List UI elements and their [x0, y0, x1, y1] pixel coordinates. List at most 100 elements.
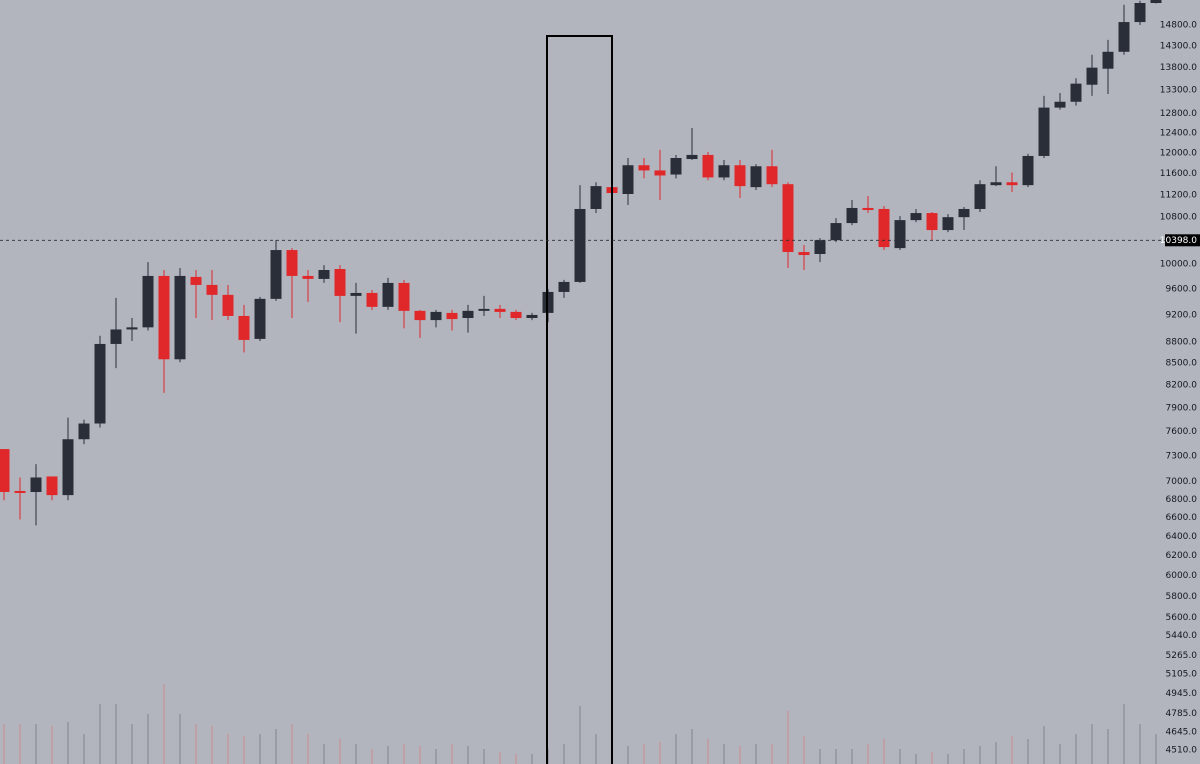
candle-body [910, 213, 922, 221]
candle-body [158, 275, 170, 360]
candle-body [702, 154, 714, 178]
candle-body [270, 250, 282, 299]
y-tick-label: 6800.0 [1166, 495, 1198, 505]
candle-body [638, 165, 650, 171]
y-tick-label: 7600.0 [1166, 427, 1198, 437]
y-tick-label: 7900.0 [1166, 403, 1198, 413]
candle-body [574, 208, 586, 282]
candle-body [1134, 3, 1146, 23]
candle-body [254, 298, 266, 339]
candle-body [62, 439, 74, 496]
candle-body [958, 208, 970, 218]
candle-body [174, 275, 186, 360]
y-tick-label: 10800.0 [1160, 213, 1197, 223]
candle-body [414, 310, 426, 321]
y-tick-label: 5600.0 [1166, 613, 1198, 623]
y-tick-label: 9600.0 [1166, 285, 1198, 295]
candle-body [1118, 22, 1130, 52]
candle-body [830, 223, 842, 241]
candle-body [1054, 101, 1066, 108]
candle-body [654, 170, 666, 176]
y-tick-label: 11200.0 [1160, 190, 1197, 200]
candle-body [430, 311, 442, 321]
candle-body [110, 329, 122, 344]
candle-body [494, 308, 506, 312]
candle-body [46, 476, 58, 496]
y-tick-label: 9200.0 [1166, 310, 1198, 320]
candle-body [1086, 67, 1098, 85]
candle-body [670, 158, 682, 175]
y-tick-label: 12000.0 [1160, 148, 1197, 158]
candle-body [222, 294, 234, 316]
y-tick-label: 13300.0 [1160, 86, 1197, 96]
candle-body [734, 165, 746, 187]
y-tick-label: 4510.0 [1166, 745, 1198, 755]
candle-body [846, 207, 858, 224]
y-tick-label: 11600.0 [1160, 169, 1197, 179]
candle-body [94, 343, 106, 424]
candle-body [1006, 182, 1018, 186]
candle-body [750, 166, 762, 188]
y-tick-label: 10000.0 [1160, 260, 1197, 270]
candle-body [0, 449, 10, 493]
candle-body [302, 275, 314, 279]
candle-body [990, 182, 1002, 186]
y-tick-label: 7000.0 [1166, 477, 1198, 487]
y-tick-label: 12400.0 [1160, 128, 1197, 138]
candle-body [382, 282, 394, 307]
y-tick-label: 6600.0 [1166, 513, 1198, 523]
price-label-box [1165, 234, 1200, 247]
candle-body [142, 275, 154, 328]
y-tick-label: 5800.0 [1166, 592, 1198, 602]
candle-body [446, 312, 458, 320]
candle-body [478, 308, 490, 311]
candle-body [78, 423, 90, 440]
candle-body [14, 490, 26, 493]
candle-body [206, 284, 218, 295]
candle-body [814, 240, 826, 255]
y-tick-label: 6400.0 [1166, 532, 1198, 542]
candle-body [238, 315, 250, 340]
candle-body [622, 165, 634, 195]
candle-body [926, 213, 938, 231]
y-tick-label: 14300.0 [1160, 41, 1197, 51]
price-axis: 14800.0 14300.0 13800.0 13300.0 12800.0 12400… [1160, 20, 1197, 755]
y-tick-label: 6000.0 [1166, 571, 1198, 581]
y-tick-label: 13800.0 [1160, 63, 1197, 73]
candle-body [190, 276, 202, 285]
y-tick-label: 4645.0 [1166, 727, 1198, 737]
candle-body [894, 220, 906, 249]
candle-body [974, 184, 986, 209]
candle-body [462, 310, 474, 319]
y-tick-label: 4785.0 [1166, 709, 1198, 719]
y-tick-label: 8800.0 [1166, 338, 1198, 348]
candle-body [350, 292, 362, 296]
y-tick-label: 5440.0 [1166, 631, 1198, 641]
y-tick-label: 4945.0 [1166, 689, 1198, 699]
y-tick-label: 8200.0 [1166, 381, 1198, 391]
highlight-box [546, 35, 613, 764]
candle-body [558, 281, 570, 292]
y-tick-label: 6200.0 [1166, 551, 1198, 561]
candle-body [510, 311, 522, 319]
candle-body [862, 207, 874, 211]
candle-body [1022, 155, 1034, 186]
candle-body [798, 252, 810, 256]
candle-body [526, 314, 538, 319]
y-tick-label: 5105.0 [1166, 670, 1198, 680]
candle-body [1150, 0, 1162, 4]
candle-body [878, 208, 890, 248]
candle-body [366, 292, 378, 307]
candle-body [942, 217, 954, 231]
y-tick-label: 12800.0 [1160, 109, 1197, 119]
candle-body [286, 250, 298, 276]
candle-body [1102, 51, 1114, 69]
price-label: 10398.0 [1160, 236, 1197, 246]
y-tick-label: 14800.0 [1160, 20, 1197, 30]
candle-body [1038, 107, 1050, 156]
candle-body [126, 327, 138, 330]
y-tick-label: 7300.0 [1166, 452, 1198, 462]
